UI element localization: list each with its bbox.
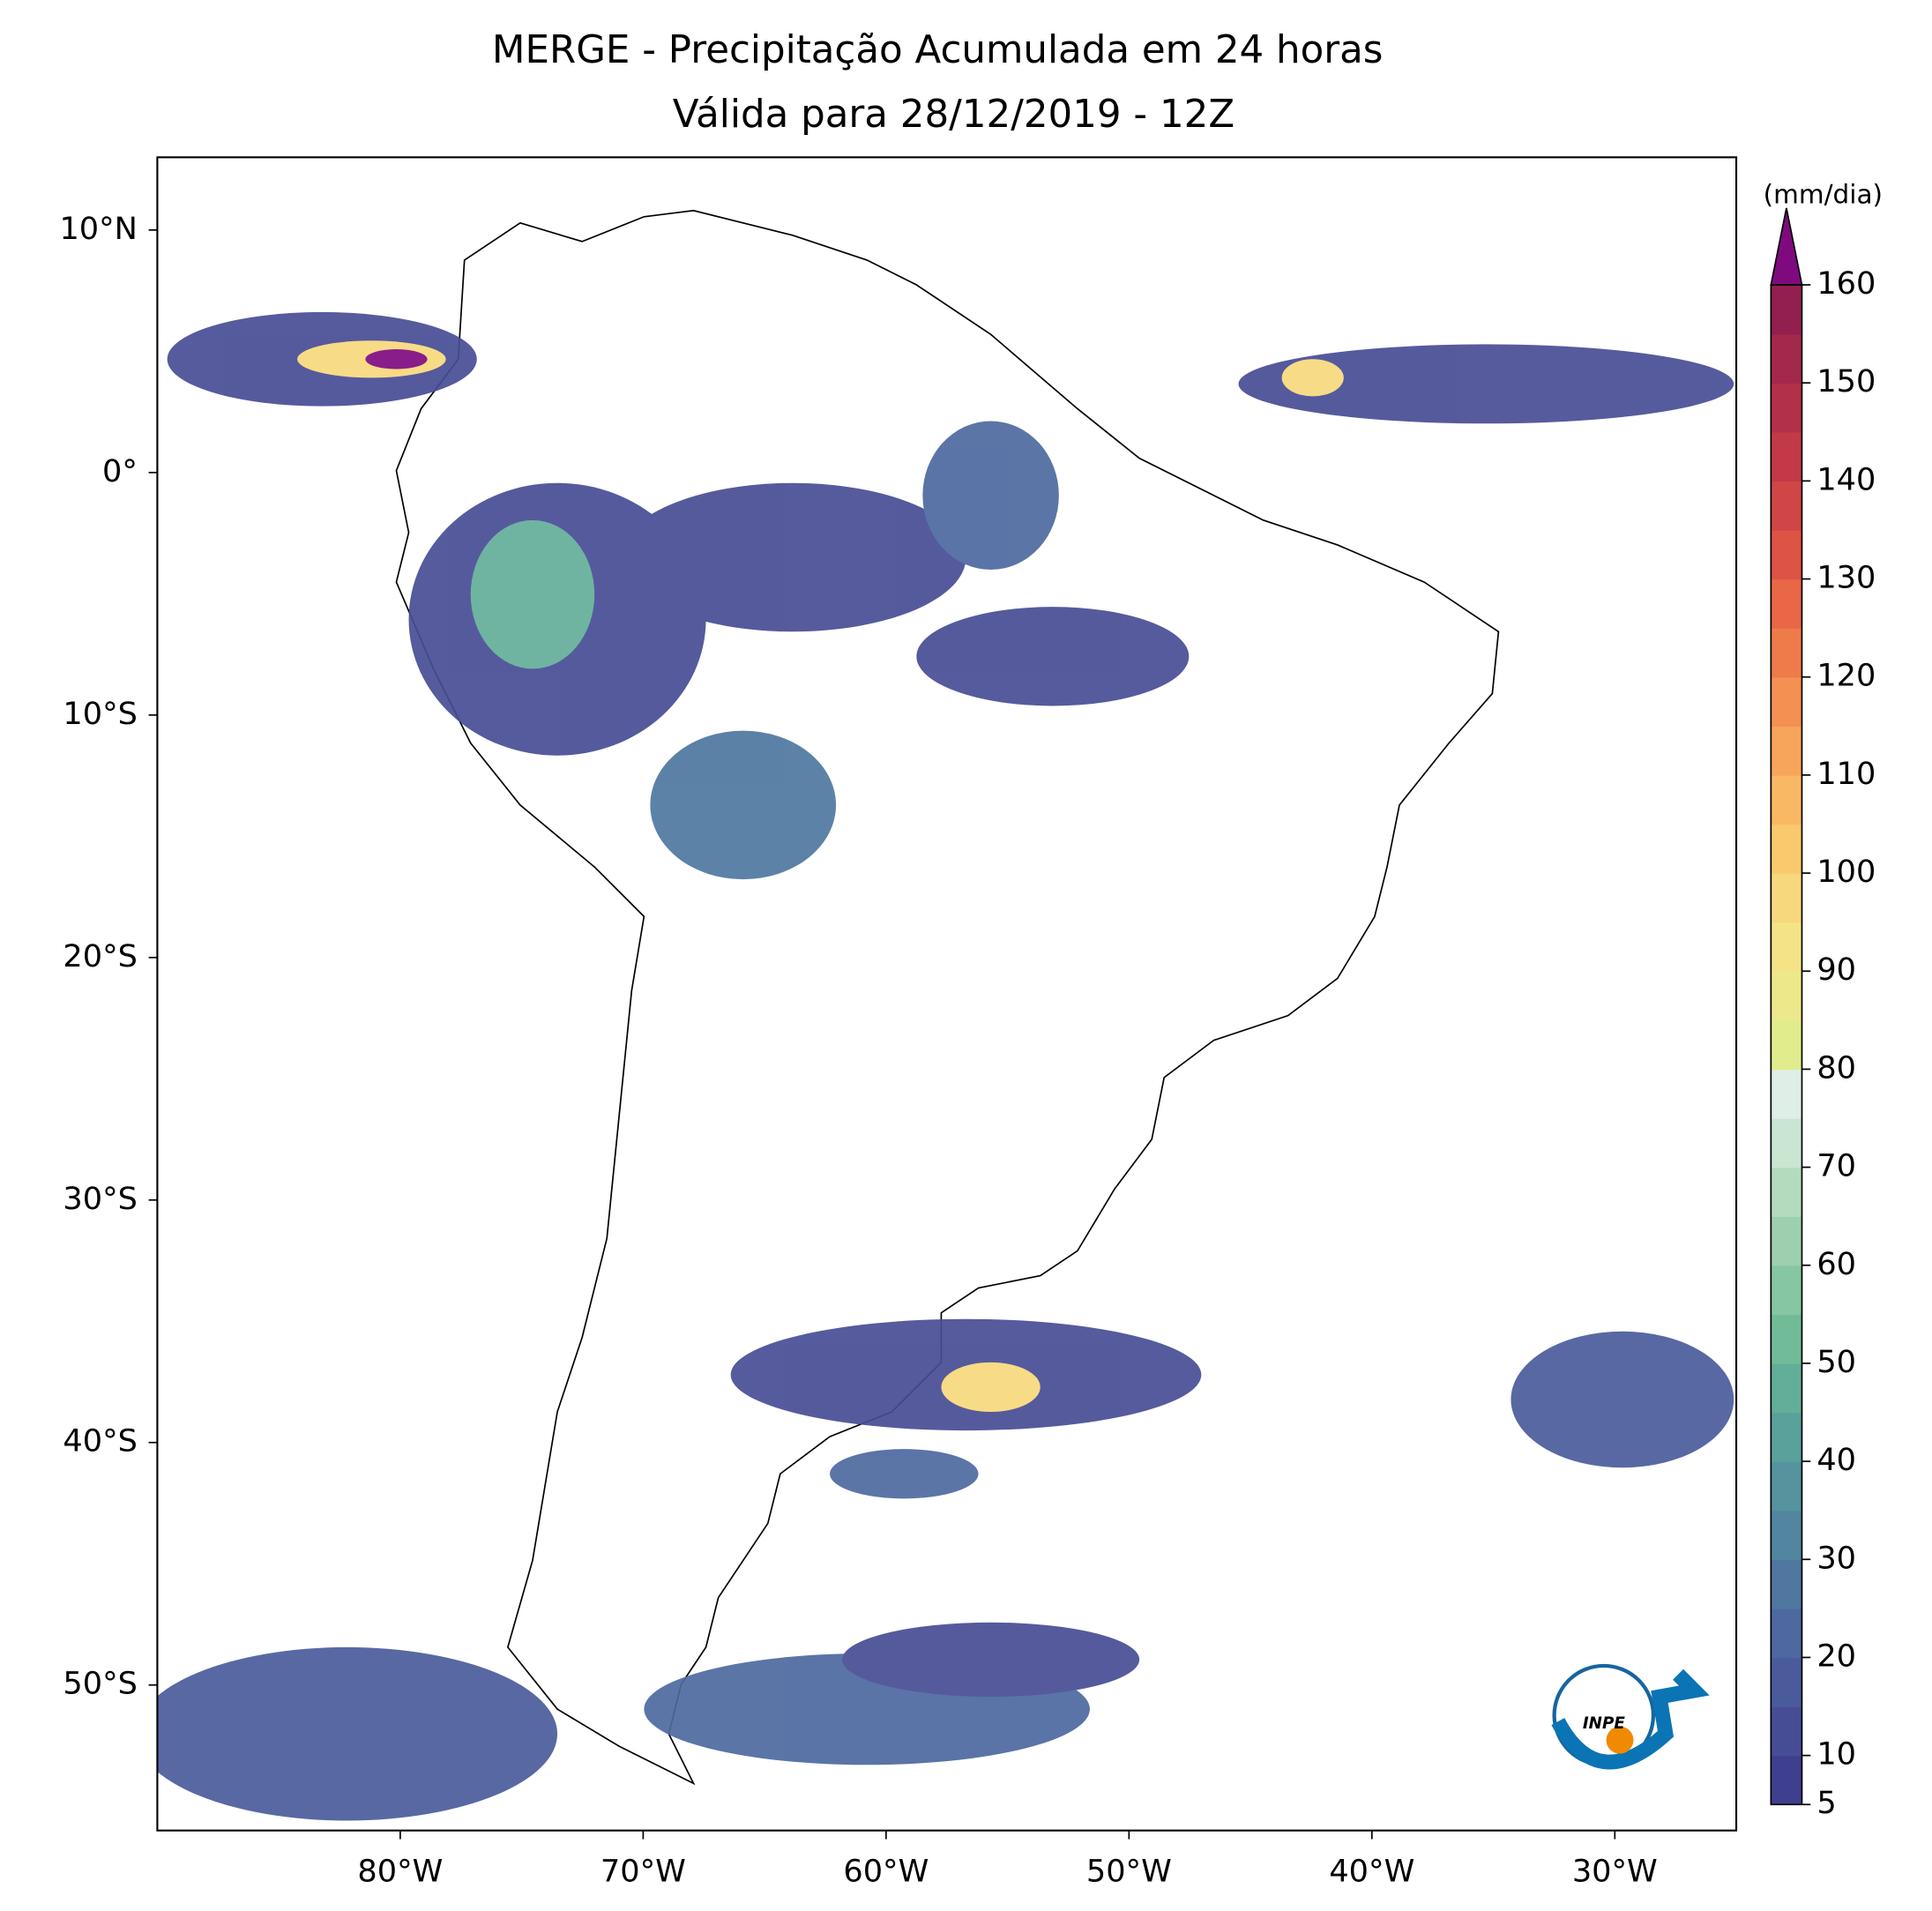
colorbar-tick-label: 70 bbox=[1816, 1148, 1856, 1184]
rain-area bbox=[1511, 1331, 1734, 1468]
x-tick-label: 40°W bbox=[1329, 1853, 1414, 1889]
colorbar-segment bbox=[1771, 1412, 1802, 1462]
colorbar-segment bbox=[1771, 1069, 1802, 1119]
colorbar-segment bbox=[1771, 1706, 1802, 1757]
colorbar-tick-label: 140 bbox=[1816, 461, 1876, 497]
colorbar-segment bbox=[1771, 873, 1802, 923]
rain-core bbox=[470, 519, 595, 669]
colorbar-extend bbox=[1770, 207, 1803, 286]
colorbar-segment bbox=[1771, 579, 1802, 629]
title: MERGE - Precipitação Acumulada em 24 hor… bbox=[492, 28, 1384, 72]
colorbar-tick-label: 160 bbox=[1816, 265, 1876, 302]
colorbar-tick-label: 10 bbox=[1816, 1736, 1856, 1773]
rain-core bbox=[1281, 359, 1344, 397]
y-tick-label: 50°S bbox=[63, 1666, 138, 1702]
rain-area bbox=[157, 1646, 557, 1821]
precipitation bbox=[157, 311, 1734, 1821]
colorbar-segment bbox=[1771, 774, 1802, 825]
colorbar-segment bbox=[1771, 824, 1802, 874]
colorbar-segment bbox=[1771, 922, 1802, 972]
rain-area bbox=[830, 1449, 979, 1499]
rain-core bbox=[941, 1362, 1041, 1413]
colorbar-tick-label: 110 bbox=[1816, 756, 1876, 792]
y-tick-label: 30°S bbox=[63, 1181, 138, 1217]
colorbar-segment bbox=[1771, 628, 1802, 678]
colorbar-segment bbox=[1771, 481, 1802, 531]
logo-text: INPE bbox=[1583, 1714, 1625, 1733]
colorbar-segment bbox=[1771, 285, 1802, 335]
rain-area bbox=[916, 607, 1190, 706]
colorbar-tick-label: 150 bbox=[1816, 363, 1876, 399]
colorbar-segment bbox=[1771, 1362, 1802, 1414]
colorbar-tick-label: 20 bbox=[1816, 1638, 1856, 1674]
colorbar-segment bbox=[1771, 1657, 1802, 1707]
colorbar-segment bbox=[1771, 431, 1802, 482]
y-tick-label: 40°S bbox=[63, 1423, 138, 1459]
colorbar-segment bbox=[1771, 1559, 1802, 1609]
colorbar-tick-label: 100 bbox=[1816, 854, 1876, 890]
colorbar-segment bbox=[1771, 1117, 1802, 1168]
rain-area bbox=[1238, 344, 1734, 424]
colorbar-segment bbox=[1771, 1461, 1802, 1512]
colorbar-frame bbox=[1770, 284, 1803, 1806]
subtitle: Válida para 28/12/2019 - 12Z bbox=[673, 93, 1235, 137]
rain-area bbox=[922, 421, 1059, 571]
colorbar-tick-label: 120 bbox=[1816, 658, 1876, 694]
inpe-logo: INPE bbox=[1551, 1663, 1710, 1770]
colorbar-segment bbox=[1771, 1510, 1802, 1560]
colorbar-segment bbox=[1771, 676, 1802, 728]
colorbar-segment bbox=[1771, 971, 1802, 1021]
x-tick-label: 50°W bbox=[1086, 1853, 1172, 1889]
colorbar-tick-label: 130 bbox=[1816, 560, 1876, 596]
colorbar-segment bbox=[1771, 333, 1802, 384]
rain-area bbox=[842, 1622, 1140, 1698]
map-area: INPE bbox=[157, 209, 1734, 1821]
colorbar-segment bbox=[1771, 1755, 1802, 1805]
y-tick-label: 20°S bbox=[63, 938, 138, 974]
colorbar-segment bbox=[1771, 726, 1802, 776]
y-tick-label: 10°N bbox=[59, 211, 138, 247]
x-tick-label: 70°W bbox=[600, 1853, 686, 1889]
colorbar-tick-label: 5 bbox=[1816, 1785, 1836, 1821]
colorbar-segment bbox=[1771, 1019, 1802, 1071]
colorbar-segment bbox=[1771, 383, 1802, 433]
colorbar-segment bbox=[1771, 1167, 1802, 1217]
y-tick-label: 10°S bbox=[63, 696, 138, 732]
x-tick-label: 80°W bbox=[357, 1853, 443, 1889]
colorbar-tick-label: 90 bbox=[1816, 952, 1856, 988]
x-tick-label: 60°W bbox=[843, 1853, 929, 1889]
colorbar-segment bbox=[1771, 1216, 1802, 1266]
rain-core bbox=[365, 349, 428, 370]
map-frame bbox=[156, 156, 1738, 1832]
y-tick-label: 0° bbox=[102, 453, 138, 489]
colorbar-segment bbox=[1771, 529, 1802, 580]
colorbar-label: (mm/dia) bbox=[1764, 179, 1883, 209]
rain-area bbox=[619, 482, 966, 632]
colorbar-tick-label: 80 bbox=[1816, 1049, 1856, 1086]
colorbar-segment bbox=[1771, 1314, 1802, 1364]
colorbar-tick-label: 30 bbox=[1816, 1540, 1856, 1576]
colorbar-tick-label: 40 bbox=[1816, 1442, 1856, 1478]
colorbar-segment bbox=[1771, 1608, 1802, 1659]
colorbar-segment bbox=[1771, 1265, 1802, 1316]
rain-area bbox=[650, 730, 837, 880]
x-tick-label: 30°W bbox=[1572, 1853, 1658, 1889]
colorbar-tick-label: 50 bbox=[1816, 1344, 1856, 1380]
colorbar-tick-label: 60 bbox=[1816, 1246, 1856, 1282]
